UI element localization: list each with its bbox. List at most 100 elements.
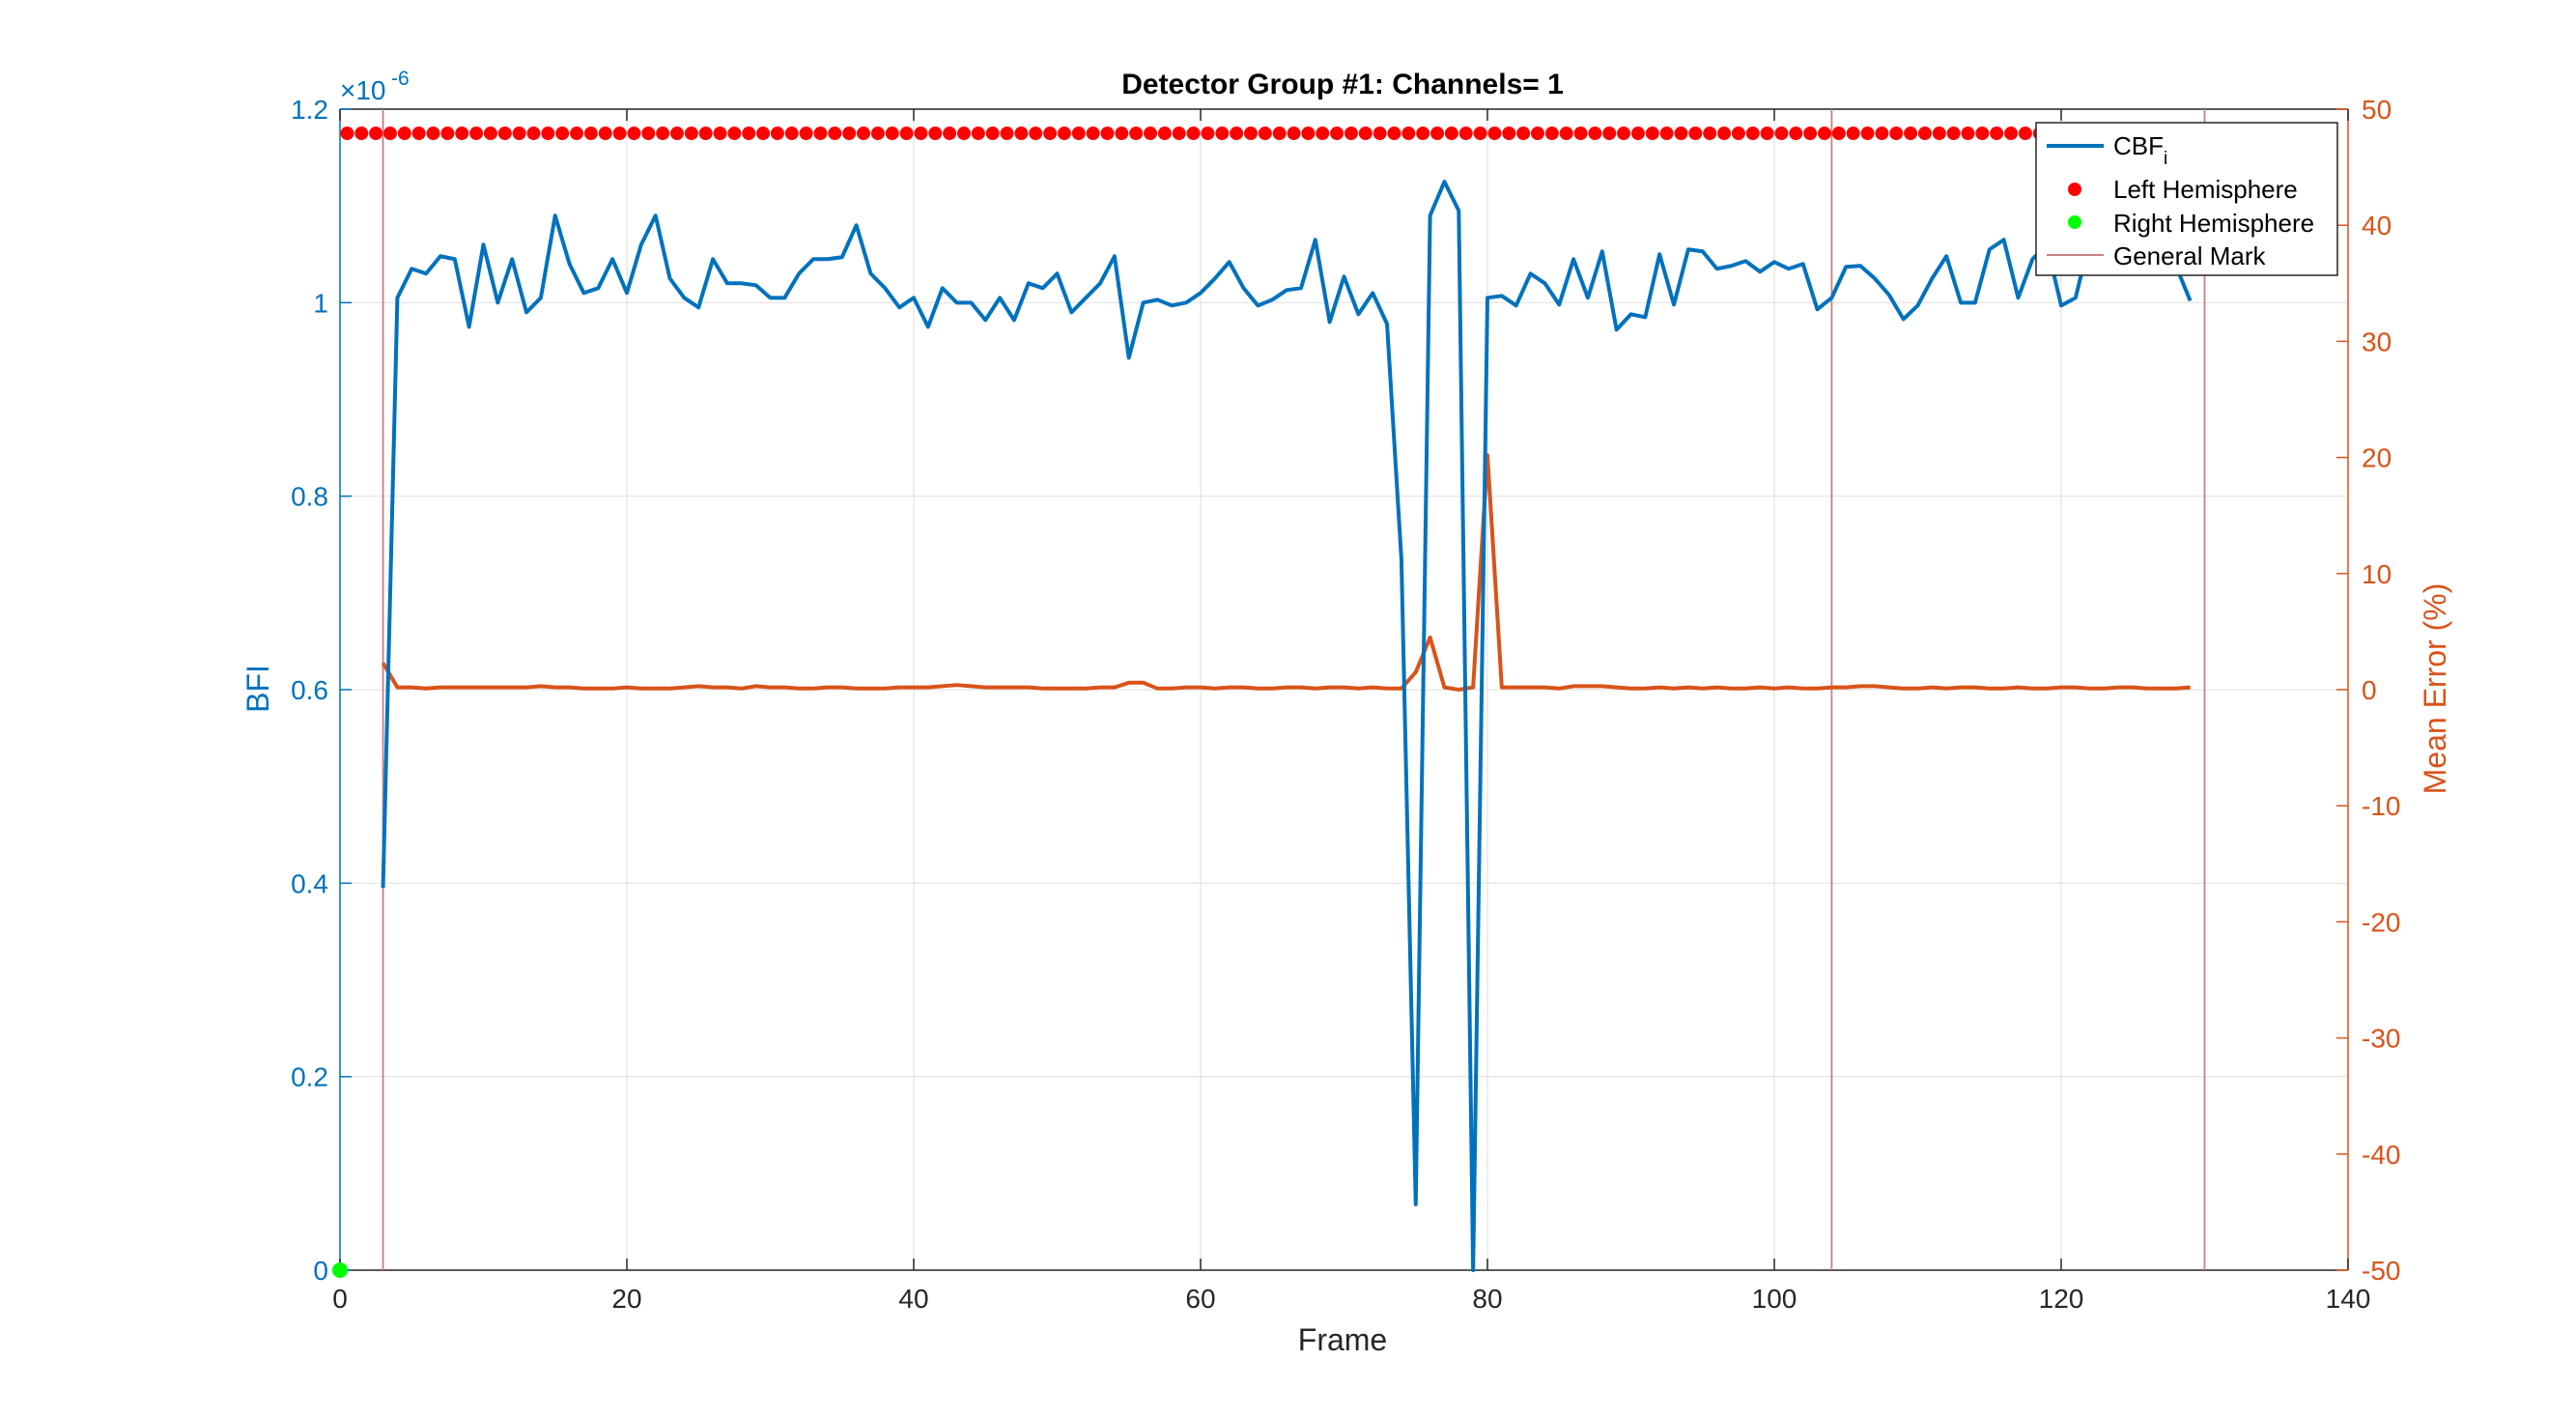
left-hemisphere-marker [698,127,713,141]
left-hemisphere-marker [598,127,612,141]
left-hemisphere-marker [1875,127,1889,141]
left-hemisphere-marker [570,127,584,141]
y-right-tick-label: -40 [2362,1140,2400,1170]
left-hemisphere-marker [1846,127,1860,141]
left-hemisphere-marker [1717,127,1732,141]
left-hemisphere-marker [2018,127,2032,141]
left-hemisphere-marker [469,127,484,141]
x-tick-label: 140 [2326,1284,2371,1314]
left-hemisphere-marker [857,127,871,141]
plot-area: 0 20 40 60 80 100 120 14000.20.40.60.811.2-50-4… [291,95,2400,1314]
left-hemisphere-marker [1659,127,1674,141]
y-right-tick-label: -20 [2362,907,2400,937]
left-hemisphere-marker [483,127,497,141]
x-axis-label: Frame [1298,1322,1387,1357]
y-left-tick-label: 0.2 [291,1063,328,1092]
left-hemisphere-marker [541,127,555,141]
left-hemisphere-marker [627,127,641,141]
left-hemisphere-marker [1344,127,1358,141]
left-hemisphere-marker [1544,127,1559,141]
left-hemisphere-marker [1301,127,1316,141]
left-hemisphere-marker [1258,127,1272,141]
y-right-tick-label: -30 [2362,1024,2400,1054]
left-hemisphere-marker [1243,127,1258,141]
x-tick-label: 80 [1472,1284,1502,1314]
y-left-tick-label: 0.8 [291,482,328,512]
left-hemisphere-marker [914,127,928,141]
left-hemisphere-marker [1803,127,1818,141]
left-hemisphere-marker [1144,127,1158,141]
y-left-tick-label: 0.4 [291,868,328,898]
left-hemisphere-marker [656,127,670,141]
left-hemisphere-marker [1043,127,1058,141]
left-hemisphere-marker [1330,127,1345,141]
left-hemisphere-marker [1458,127,1473,141]
legend-right-hemisphere-label: Right Hemisphere [2113,209,2314,238]
y-right-tick-label: -50 [2362,1256,2400,1286]
left-hemisphere-marker [1230,127,1244,141]
cbf-line [381,180,2193,1272]
left-hemisphere-marker [1688,127,1703,141]
left-hemisphere-marker [612,127,627,141]
legend-general-mark-label: General Mark [2113,241,2266,270]
left-hemisphere-marker [1588,127,1602,141]
left-hemisphere-marker [1645,127,1659,141]
right-hemisphere-marker [332,1262,348,1278]
left-hemisphere-marker [899,127,914,141]
left-hemisphere-marker [1416,127,1430,141]
x-tick-label: 60 [1185,1284,1215,1314]
left-hemisphere-marker [1789,127,1803,141]
left-hemisphere-marker [985,127,1000,141]
exponent-base: ×10 [340,75,386,105]
legend-left-hemisphere-label: Left Hemisphere [2113,175,2298,204]
left-hemisphere-marker [369,127,383,141]
left-hemisphere-marker [770,127,784,141]
left-hemisphere-marker [1444,127,1458,141]
legend-right-hemisphere-marker [2068,215,2081,229]
left-hemisphere-marker [440,127,455,141]
left-hemisphere-marker [1975,127,1990,141]
y-left-tick-label: 1 [313,288,328,318]
left-hemisphere-marker [742,127,756,141]
left-hemisphere-marker [1817,127,1831,141]
left-hemisphere-marker [1201,127,1215,141]
y-right-tick-label: 40 [2362,211,2392,241]
left-hemisphere-marker [1674,127,1688,141]
y-right-tick-label: 10 [2362,559,2392,589]
left-hemisphere-marker [641,127,656,141]
left-hemisphere-marker [1961,127,1975,141]
left-hemisphere-marker [727,127,742,141]
left-hemisphere-marker [1487,127,1502,141]
left-hemisphere-marker [799,127,813,141]
left-hemisphere-marker [1186,127,1201,141]
left-hemisphere-marker [1932,127,1946,141]
mean-error-line [381,453,2191,692]
left-hemisphere-marker [1014,127,1029,141]
left-hemisphere-marker [1502,127,1516,141]
left-hemisphere-marker [1745,127,1760,141]
left-hemisphere-marker [784,127,799,141]
left-hemisphere-marker [1602,127,1617,141]
left-hemisphere-marker [1889,127,1904,141]
left-hemisphere-marker [382,127,397,141]
left-hemisphere-marker [1946,127,1961,141]
legend-cbf-label: CBFi [2113,131,2167,169]
left-hemisphere-marker [1860,127,1875,141]
left-hemisphere-marker [455,127,469,141]
left-hemisphere-marker [1157,127,1172,141]
left-hemisphere-marker [971,127,985,141]
left-hemisphere-marker [1115,127,1129,141]
left-hemisphere-marker [1215,127,1230,141]
left-hemisphere-marker [497,127,512,141]
left-hemisphere-marker [842,127,857,141]
left-hemisphere-marker [1430,127,1445,141]
left-hemisphere-marker [2004,127,2019,141]
left-hemisphere-marker [1000,127,1014,141]
left-hemisphere-marker [1516,127,1531,141]
left-hemisphere-marker [813,127,828,141]
left-hemisphere-marker [340,127,354,141]
legend: CBFi Left Hemisphere Right Hemisphere Ge… [2035,122,2338,276]
left-hemisphere-marker [1086,127,1100,141]
left-hemisphere-marker [956,127,971,141]
y-left-tick-label: 1.2 [291,95,328,125]
